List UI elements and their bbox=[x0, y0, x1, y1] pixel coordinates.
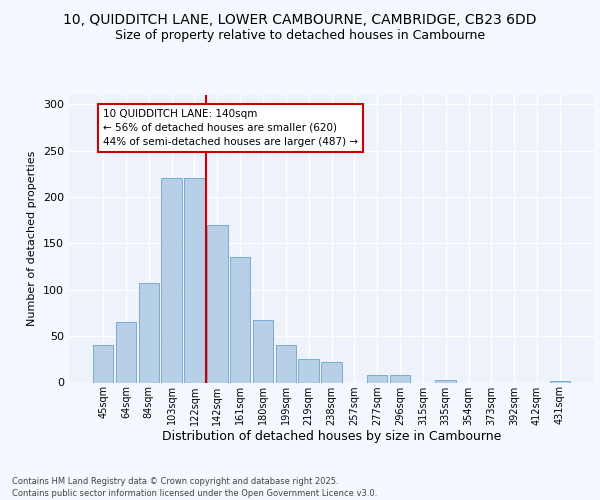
Bar bbox=[436, 380, 456, 382]
Y-axis label: Number of detached properties: Number of detached properties bbox=[28, 151, 37, 326]
Text: Contains HM Land Registry data © Crown copyright and database right 2025.
Contai: Contains HM Land Registry data © Crown c… bbox=[12, 476, 377, 498]
Bar bbox=[390, 375, 410, 382]
Bar bbox=[93, 346, 113, 383]
Bar bbox=[139, 284, 159, 382]
Bar bbox=[298, 360, 319, 382]
Bar bbox=[321, 362, 342, 382]
X-axis label: Distribution of detached houses by size in Cambourne: Distribution of detached houses by size … bbox=[162, 430, 501, 444]
Bar bbox=[161, 178, 182, 382]
Bar bbox=[253, 320, 273, 382]
Bar bbox=[116, 322, 136, 382]
Text: Size of property relative to detached houses in Cambourne: Size of property relative to detached ho… bbox=[115, 29, 485, 42]
Text: 10 QUIDDITCH LANE: 140sqm
← 56% of detached houses are smaller (620)
44% of semi: 10 QUIDDITCH LANE: 140sqm ← 56% of detac… bbox=[103, 109, 358, 147]
Text: 10, QUIDDITCH LANE, LOWER CAMBOURNE, CAMBRIDGE, CB23 6DD: 10, QUIDDITCH LANE, LOWER CAMBOURNE, CAM… bbox=[63, 12, 537, 26]
Bar bbox=[550, 380, 570, 382]
Bar bbox=[230, 258, 250, 382]
Bar bbox=[207, 225, 227, 382]
Bar bbox=[367, 375, 388, 382]
Bar bbox=[184, 178, 205, 382]
Bar bbox=[275, 346, 296, 383]
